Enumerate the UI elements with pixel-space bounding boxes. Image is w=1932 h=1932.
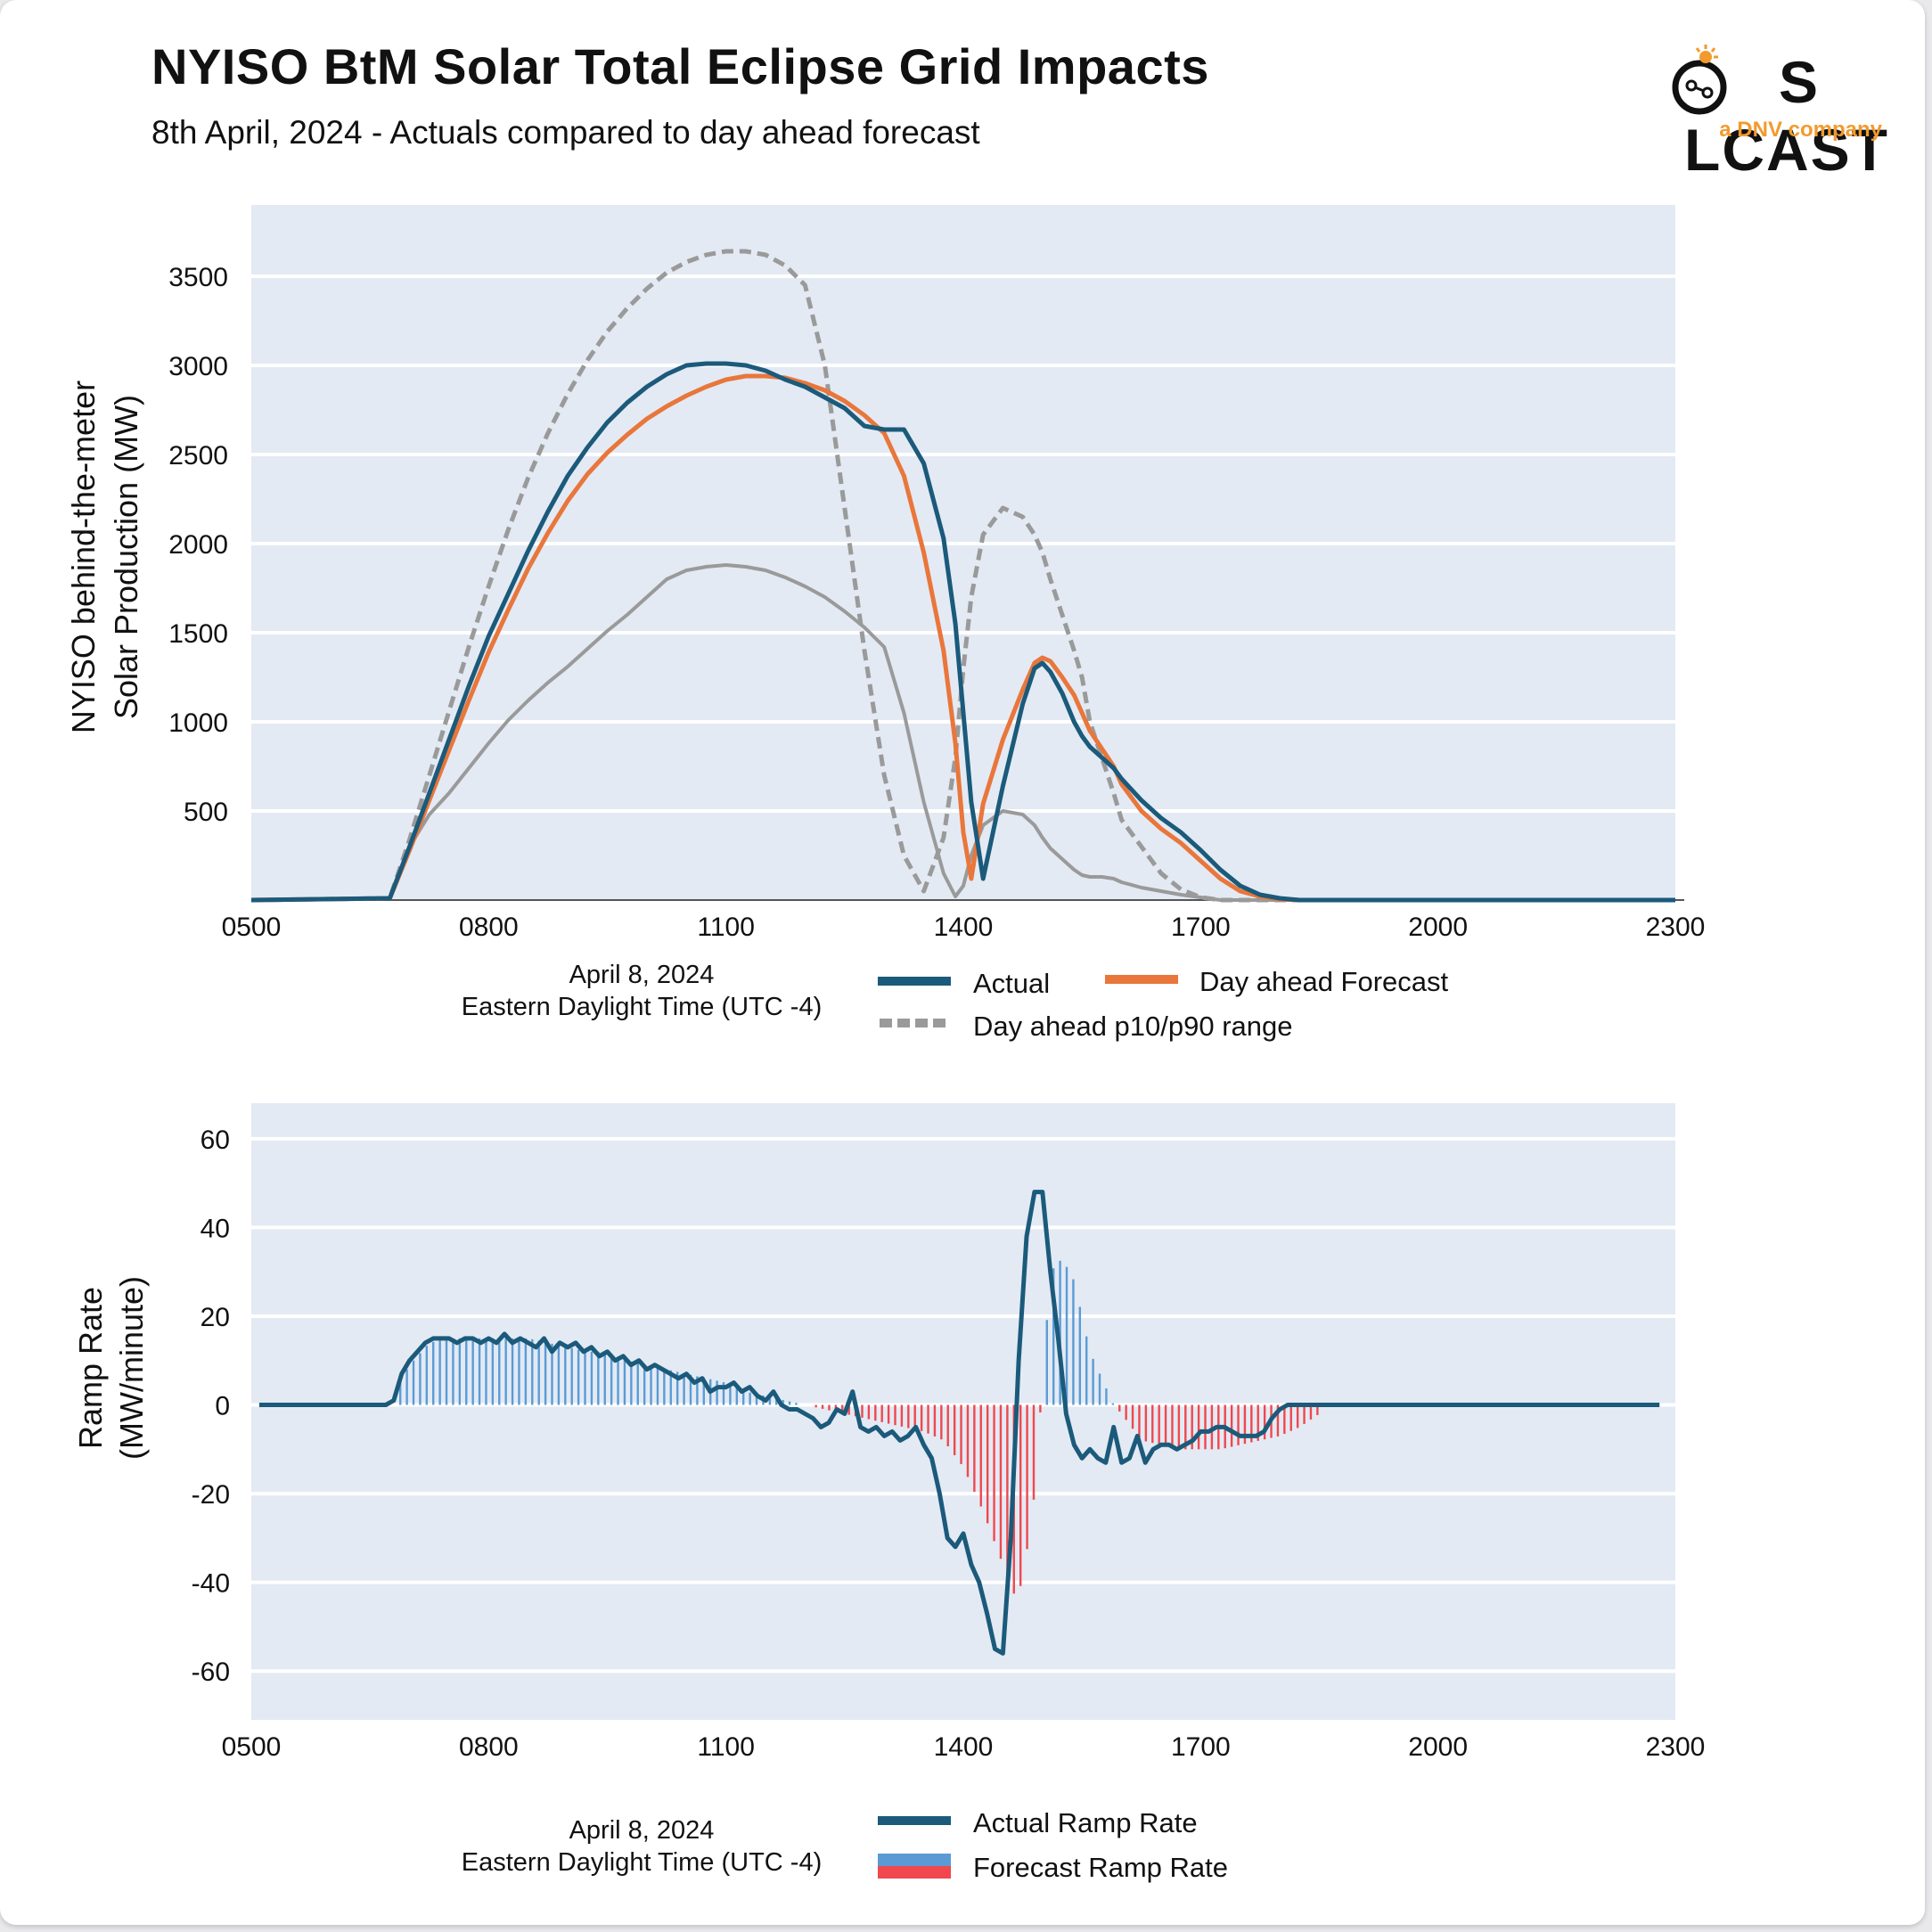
ramp-x-tick-label: 1400 bbox=[934, 1732, 994, 1762]
logo-wordmark: SLCAST bbox=[1604, 48, 1889, 184]
production-x-tick-label: 0800 bbox=[459, 913, 519, 942]
chart-title: NYISO BtM Solar Total Eclipse Grid Impac… bbox=[151, 38, 1209, 94]
legend-range-swatch bbox=[880, 1019, 949, 1027]
production-x-note-date: April 8, 2024 bbox=[569, 961, 715, 989]
ramp-y-tick-label: 60 bbox=[201, 1126, 230, 1155]
logo-tagline: a DNV company bbox=[1719, 118, 1882, 142]
legend-forecast-label: Day ahead Forecast bbox=[1199, 966, 1449, 997]
ramp-y-axis-title-line1: Ramp Rate bbox=[72, 1287, 109, 1449]
ramp-x-tick-label: 0500 bbox=[222, 1732, 282, 1762]
production-series bbox=[250, 249, 1675, 903]
ramp-x-tick-label: 0800 bbox=[459, 1732, 519, 1762]
production-x-tick-label: 1400 bbox=[934, 913, 994, 942]
ramp-y-tick-label: 0 bbox=[215, 1392, 230, 1421]
ramp-x-ticks: 0500 0800 1100 1400 1700 2000 2300 bbox=[222, 1732, 1706, 1762]
production-x-tick-label: 2000 bbox=[1408, 913, 1468, 942]
ramp-y-tick-label: -40 bbox=[192, 1569, 230, 1599]
ramp-y-tick-label: -60 bbox=[192, 1658, 230, 1687]
legend-actual-swatch bbox=[878, 977, 951, 986]
production-x-ticks: 0500 0800 1100 1400 1700 2000 2300 bbox=[222, 913, 1706, 942]
ramp-y-tick-label: 40 bbox=[201, 1214, 230, 1243]
legend-forecast-ramp-label: Forecast Ramp Rate bbox=[973, 1852, 1228, 1883]
ramp-x-tick-label: 2000 bbox=[1408, 1732, 1468, 1762]
sun-icon bbox=[1672, 45, 1727, 115]
production-x-tick-label: 1700 bbox=[1171, 913, 1231, 942]
production-chart: 500 1000 1500 2000 2500 3000 3500 0500 0800 1100… bbox=[65, 205, 1706, 942]
production-y-axis-title-line1: NYISO behind-the-meter bbox=[65, 381, 102, 733]
production-x-tick-label: 2300 bbox=[1646, 913, 1706, 942]
ramp-y-ticks: 60 40 20 0 -20 -40 -60 bbox=[192, 1126, 230, 1687]
production-y-tick-label: 500 bbox=[184, 798, 228, 827]
actual-ramp-line bbox=[258, 1190, 1660, 1656]
ramp-x-tick-label: 1100 bbox=[697, 1732, 755, 1762]
ramp-x-note: April 8, 2024 Eastern Daylight Time (UTC… bbox=[446, 1814, 838, 1879]
legend-actual-label: Actual bbox=[973, 968, 1051, 999]
production-x-note-tz: Eastern Daylight Time (UTC -4) bbox=[461, 993, 823, 1021]
ramp-x-tick-label: 1700 bbox=[1171, 1732, 1231, 1762]
production-y-tick-label: 2500 bbox=[168, 441, 228, 471]
p10-line bbox=[250, 563, 1675, 902]
production-x-note: April 8, 2024 Eastern Daylight Time (UTC… bbox=[446, 959, 838, 1023]
production-y-tick-label: 2000 bbox=[168, 530, 228, 560]
production-plot-area bbox=[251, 205, 1675, 900]
production-y-tick-label: 1500 bbox=[168, 619, 228, 649]
logo-wordmark-right: LCAST bbox=[1684, 117, 1889, 183]
ramp-y-tick-label: 20 bbox=[201, 1303, 230, 1332]
ramp-actual-series bbox=[258, 1190, 1660, 1656]
production-y-tick-label: 3500 bbox=[168, 263, 228, 292]
legend-actual-ramp-swatch bbox=[878, 1816, 951, 1825]
legend-forecast-ramp-swatch bbox=[878, 1854, 951, 1879]
actual-line bbox=[250, 361, 1675, 903]
ramp-x-note-date: April 8, 2024 bbox=[569, 1816, 715, 1845]
production-y-tick-label: 1000 bbox=[168, 708, 228, 738]
production-x-tick-label: 0500 bbox=[222, 913, 282, 942]
ramp-x-note-tz: Eastern Daylight Time (UTC -4) bbox=[461, 1848, 823, 1877]
legend-actual-ramp-label: Actual Ramp Rate bbox=[973, 1807, 1198, 1838]
chart-subtitle: 8th April, 2024 - Actuals compared to da… bbox=[151, 114, 980, 151]
p90-line bbox=[250, 249, 1675, 903]
ramp-y-axis-title-line2: (MW/minute) bbox=[113, 1276, 150, 1460]
production-y-axis-title-line2: Solar Production (MW) bbox=[108, 395, 144, 719]
ramp-y-tick-label: -20 bbox=[192, 1480, 230, 1510]
ramp-x-tick-label: 2300 bbox=[1646, 1732, 1706, 1762]
ramp-plot-area bbox=[251, 1103, 1675, 1720]
production-y-ticks: 500 1000 1500 2000 2500 3000 3500 bbox=[168, 263, 228, 827]
production-y-tick-label: 3000 bbox=[168, 352, 228, 381]
solcast-logo: SLCAST a DNV company bbox=[1604, 36, 1898, 183]
legend-range-label: Day ahead p10/p90 range bbox=[973, 1011, 1293, 1042]
forecast-line bbox=[250, 373, 1675, 903]
production-x-tick-label: 1100 bbox=[697, 913, 755, 942]
legend-forecast-swatch bbox=[1105, 975, 1178, 984]
logo-wordmark-left: S bbox=[1778, 49, 1820, 115]
